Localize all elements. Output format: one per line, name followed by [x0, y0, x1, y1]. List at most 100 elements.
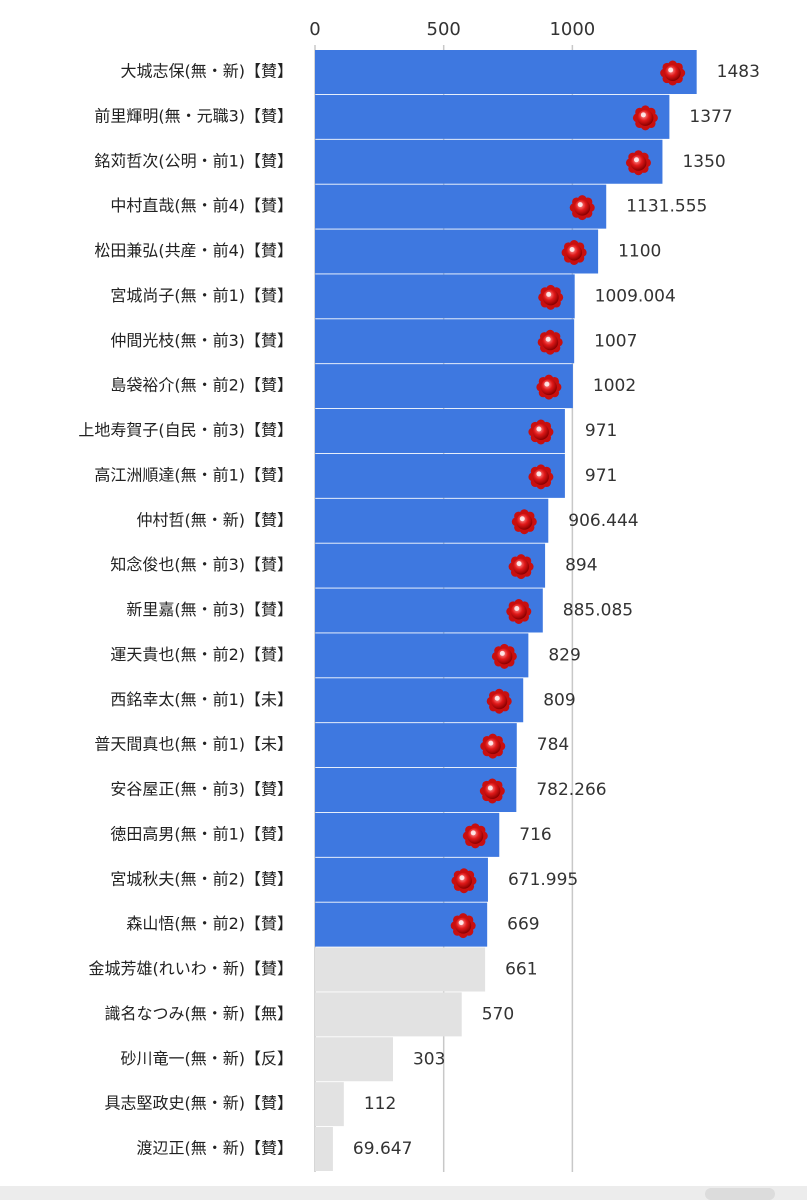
value-label: 809	[543, 690, 575, 710]
value-label: 69.647	[353, 1139, 412, 1159]
value-label: 716	[519, 825, 551, 845]
rosette-icon	[561, 240, 587, 265]
rosette-shine	[546, 291, 552, 297]
rosette-shine	[519, 516, 525, 522]
rosette-center	[637, 109, 654, 126]
rosette-center	[496, 648, 513, 665]
category-label: 銘苅哲次(公明・前1)【賛】	[94, 151, 293, 170]
rosette-icon	[450, 913, 476, 939]
category-label: 大城志保(無・新)【賛】	[121, 62, 294, 81]
category-label: 普天間真也(無・前1)【未】	[94, 735, 293, 754]
value-label: 829	[548, 645, 580, 665]
value-label: 671.995	[508, 870, 578, 890]
rosette-center	[491, 693, 508, 710]
value-label: 1377	[689, 107, 732, 127]
category-label: 森山悟(無・前2)【賛】	[126, 914, 293, 933]
rosette-icon	[451, 868, 477, 894]
bottom-bar	[0, 1186, 807, 1200]
rosette-icon	[538, 284, 564, 310]
category-label: 松田兼弘(共産・前4)【賛】	[94, 241, 293, 260]
value-label: 303	[413, 1049, 445, 1069]
category-label: 安谷屋正(無・前3)【賛】	[110, 780, 293, 799]
bar	[315, 229, 599, 274]
rosette-shine	[514, 606, 520, 611]
rosette-shine	[499, 650, 505, 656]
bar	[315, 364, 573, 409]
rosette-icon	[528, 419, 554, 445]
value-label: 784	[537, 735, 569, 755]
rosette-center	[513, 558, 530, 575]
rosette-shine	[487, 785, 493, 791]
rosette-center	[467, 827, 484, 844]
rosette-center	[566, 244, 583, 261]
rosette-center	[664, 65, 681, 81]
value-label: 971	[585, 466, 617, 486]
x-tick-label: 500	[427, 19, 461, 40]
rosette-center	[542, 334, 559, 351]
category-label: 新里嘉(無・前3)【賛】	[126, 600, 293, 619]
category-label: 島袋裕介(無・前2)【賛】	[110, 376, 293, 395]
value-label: 1009.004	[595, 286, 676, 306]
bar	[315, 498, 549, 543]
rosette-shine	[633, 157, 639, 163]
bar	[315, 184, 607, 229]
rosette-shine	[569, 247, 575, 252]
value-label: 1350	[682, 152, 725, 172]
rosette-center	[455, 917, 472, 934]
bar	[315, 543, 546, 588]
rosette-icon	[528, 464, 554, 490]
category-label: 西銘幸太(無・前1)【未】	[110, 690, 293, 709]
category-label: 仲間光枝(無・前3)【賛】	[110, 331, 293, 350]
value-label: 1131.555	[626, 197, 707, 217]
rosette-shine	[536, 471, 542, 477]
rosette-icon	[506, 599, 532, 624]
category-label: 中村直哉(無・前4)【賛】	[110, 196, 293, 215]
rosette-icon	[569, 195, 595, 221]
bar	[315, 947, 486, 992]
value-label: 906.444	[568, 511, 638, 531]
rosette-shine	[544, 381, 550, 387]
category-label: 砂川竜一(無・新)【反】	[121, 1049, 294, 1068]
bar	[315, 319, 575, 364]
bar	[315, 139, 663, 184]
rosette-icon	[632, 105, 658, 131]
rosette-shine	[516, 561, 522, 567]
rosette-shine	[488, 740, 494, 746]
value-label: 1483	[717, 62, 760, 82]
category-label: 渡辺正(無・新)【賛】	[137, 1139, 294, 1158]
category-label: 識名なつみ(無・新)【無】	[105, 1004, 294, 1023]
rosette-shine	[545, 336, 551, 342]
value-label: 570	[482, 1004, 514, 1024]
rosette-shine	[494, 695, 500, 701]
value-label: 1100	[618, 242, 661, 262]
value-label: 885.085	[563, 601, 633, 621]
rosette-center	[516, 513, 533, 530]
category-label: 仲村哲(無・新)【賛】	[137, 510, 294, 529]
rosette-icon	[491, 643, 517, 669]
rosette-icon	[660, 60, 686, 86]
bar	[315, 50, 697, 94]
value-label: 661	[505, 960, 537, 980]
category-label: 具志堅政史(無・新)【賛】	[105, 1094, 294, 1113]
rosette-shine	[577, 202, 583, 208]
rosette-icon	[536, 374, 562, 400]
category-label: 知念俊也(無・前3)【賛】	[110, 555, 293, 574]
rosette-center	[542, 289, 559, 306]
value-label: 1007	[594, 331, 637, 351]
rosette-icon	[537, 329, 563, 355]
category-label: 上地寿賀子(自民・前3)【賛】	[78, 421, 293, 440]
bar	[315, 409, 565, 453]
value-label: 782.266	[536, 780, 606, 800]
bar	[315, 1037, 393, 1082]
rosette-icon	[511, 509, 537, 535]
bar	[315, 588, 543, 633]
rosette-icon	[508, 554, 534, 580]
rosette-center	[455, 872, 472, 889]
rosette-center	[574, 199, 591, 216]
bottom-handle	[705, 1188, 775, 1200]
rosette-center	[540, 379, 557, 396]
category-label: 徳田高男(無・前1)【賛】	[110, 824, 293, 843]
rosette-center	[532, 468, 549, 485]
rosette-shine	[668, 67, 674, 73]
